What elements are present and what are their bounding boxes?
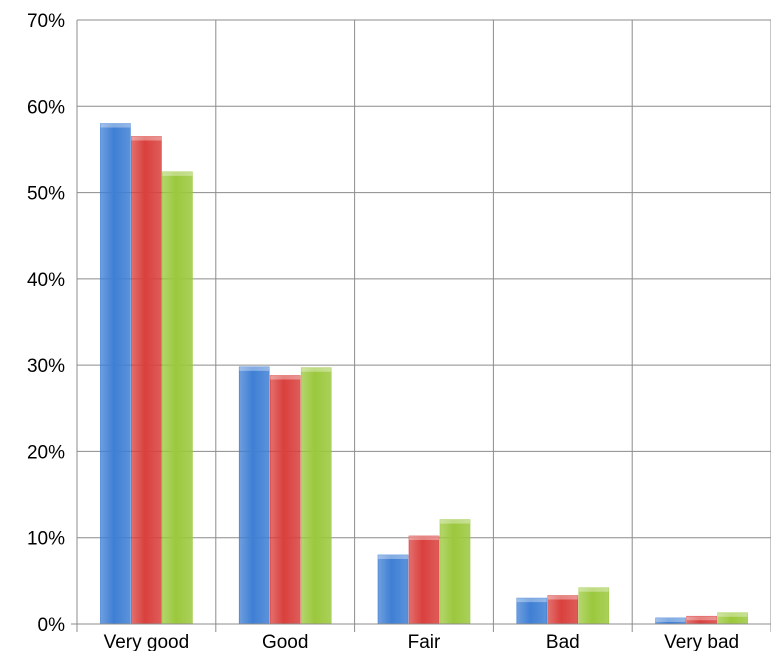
bar-highlight xyxy=(655,617,686,622)
y-tick-label: 0% xyxy=(38,615,66,636)
x-category-label: Fair xyxy=(408,632,441,651)
bar-highlight xyxy=(686,616,717,621)
bar-highlight xyxy=(270,375,301,380)
bar-2-fair xyxy=(408,535,440,625)
bars xyxy=(100,123,748,625)
x-category-label: Very bad xyxy=(664,632,739,651)
bar-1-very-good xyxy=(100,123,131,625)
bar-3-very-good xyxy=(162,171,193,625)
x-category-label: Good xyxy=(262,632,308,651)
bar-1-good xyxy=(238,366,270,625)
bar-highlight xyxy=(100,123,131,128)
x-axis-categories: Very good Good Fair Bad Very bad xyxy=(104,632,739,651)
bar-highlight xyxy=(409,535,439,540)
bar-3-fair xyxy=(439,519,471,625)
bar-highlight xyxy=(378,554,408,559)
bar-highlight xyxy=(440,519,470,524)
bar-1-bad xyxy=(516,597,548,625)
bar-1-fair xyxy=(377,554,409,625)
bar-highlight xyxy=(547,595,578,600)
y-tick-label: 50% xyxy=(27,184,65,205)
bar-highlight xyxy=(717,612,748,617)
bar-highlight xyxy=(239,366,270,371)
bar-2-good xyxy=(269,375,301,625)
bar-3-bad xyxy=(578,587,610,625)
x-category-label: Bad xyxy=(546,632,580,651)
bar-2-very-good xyxy=(131,136,162,625)
y-tick-label: 30% xyxy=(27,356,65,377)
bar-3-good xyxy=(300,367,332,625)
bar-highlight xyxy=(578,587,609,592)
bar-highlight xyxy=(162,171,193,176)
y-tick-label: 70% xyxy=(27,11,65,32)
bar-2-bad xyxy=(547,595,579,625)
y-axis-ticks: 0% 10% 20% 30% 40% 50% 60% 70% xyxy=(27,11,65,636)
y-tick-label: 20% xyxy=(27,442,65,463)
axes xyxy=(71,20,771,625)
x-category-label: Very good xyxy=(104,632,190,651)
y-tick-label: 60% xyxy=(27,97,65,118)
bar-highlight xyxy=(131,136,162,141)
bar-highlight xyxy=(516,598,547,603)
y-tick-label: 40% xyxy=(27,270,65,291)
y-tick-label: 10% xyxy=(27,529,65,550)
bar-highlight xyxy=(301,367,332,372)
